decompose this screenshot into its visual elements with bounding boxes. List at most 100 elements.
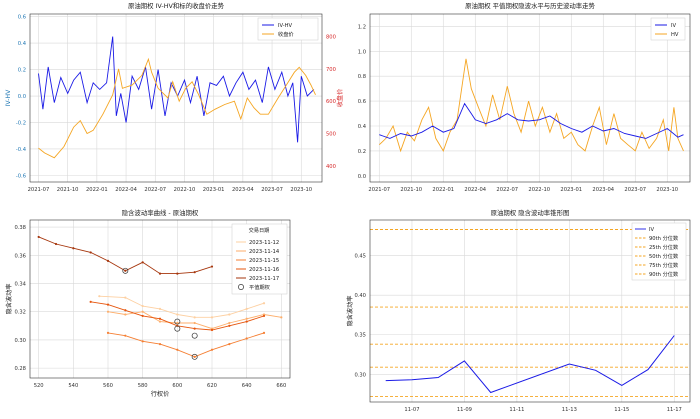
legend-label: 收盘价 xyxy=(278,30,294,38)
x-tick-label: 11-09 xyxy=(457,407,472,413)
x-tick-label: 2021-10 xyxy=(400,187,422,193)
y-tick-label: 0.34 xyxy=(14,281,26,287)
smile-point xyxy=(141,304,144,308)
smile-point xyxy=(193,355,196,358)
legend-title: 交易日期 xyxy=(249,226,270,234)
x-tick-label: 2023-01 xyxy=(560,187,582,193)
panel-2-iv-hv-levels: 原油期权 平值期权隐波水平与历史波动率走势 0.0 0.2 0.4 0.6 0.8 1.0 1… xyxy=(358,1,691,193)
x-tick-label: 2023-10 xyxy=(656,187,678,193)
y-axis-label: 隐含波动率 xyxy=(346,296,354,327)
smile-point xyxy=(98,295,101,298)
y-tick-label: 0.45 xyxy=(354,254,366,260)
panel-4-cone: 原油期权 隐含波动率锥形图 0.30 0.35 0.40 0.45 11-07 11-09 1… xyxy=(346,208,691,413)
smile-point xyxy=(124,334,127,337)
smile-line-3 xyxy=(107,332,265,358)
x-tick-label: 2022-04 xyxy=(115,187,137,193)
x-tick-label: 2023-04 xyxy=(232,187,254,193)
smile-point xyxy=(141,310,144,313)
y-tick-label: 0.30 xyxy=(14,338,26,344)
y-tick-label: -0.6 xyxy=(16,173,26,179)
y-tick-label: 0.8 xyxy=(358,74,366,80)
smile-point xyxy=(228,324,231,327)
plot-frame xyxy=(369,13,691,183)
legend-label: 2023-11-12 xyxy=(249,240,279,246)
x-axis-label: 行权价 xyxy=(151,390,170,398)
x-tick-label: 620 xyxy=(207,383,217,389)
smile-point xyxy=(262,302,266,305)
y2-tick-label: 600 xyxy=(326,99,336,105)
x-tick-label: 600 xyxy=(172,383,182,389)
smile-point xyxy=(228,321,231,325)
series-line-iv xyxy=(379,102,684,139)
legend-label: IV xyxy=(649,227,655,233)
x-tick-label: 2023-07 xyxy=(624,187,646,193)
y-tick-label: 0.30 xyxy=(354,372,366,378)
x-tick-label: 2023-01 xyxy=(203,187,225,193)
smile-point xyxy=(37,235,40,239)
smile-point xyxy=(106,331,110,334)
y-tick-label: 0.6 xyxy=(18,15,26,21)
x-tick-label: 2021-07 xyxy=(368,187,390,193)
legend-label: IV xyxy=(671,23,677,29)
chart-title: 隐含波动率曲线 - 原油期权 xyxy=(122,208,199,217)
panel-1-iv-hv: 原油期权 IV-HV和标的收盘价走势 -0.6 -0.4 -0.2 0.0 0.2 0.4 0… xyxy=(5,1,344,193)
panel-3-smile: 隐含波动率曲线 - 原油期权 0.28 0.30 0.32 0.34 0.36 0.38 52… xyxy=(5,208,291,398)
smile-point xyxy=(72,247,75,250)
x-tick-label: 2021-07 xyxy=(28,187,50,193)
atm-marker xyxy=(191,353,198,360)
smile-point xyxy=(106,303,110,306)
x-tick-label: 540 xyxy=(68,383,78,389)
legend-label: 75th 分位数 xyxy=(649,261,679,269)
chart-title: 原油期权 IV-HV和标的收盘价走势 xyxy=(128,1,225,10)
x-tick-label: 2022-07 xyxy=(144,187,166,193)
y-tick-label: 0.40 xyxy=(354,293,366,299)
y-tick-label: -0.2 xyxy=(16,120,26,126)
x-tick-label: 520 xyxy=(34,383,44,389)
smile-point xyxy=(193,316,196,319)
legend-label: HV xyxy=(671,32,679,38)
y2-tick-label: 400 xyxy=(326,164,336,170)
smile-point xyxy=(158,307,162,310)
smile-point xyxy=(262,331,266,334)
series-line-iv xyxy=(385,335,675,394)
x-tick-label: 2023-07 xyxy=(261,187,283,193)
x-tick-label: 2021-10 xyxy=(57,187,79,193)
x-tick-label: 2022-07 xyxy=(496,187,518,193)
y2-axis-label: 收盘价 xyxy=(336,89,344,108)
y-tick-label: 0.6 xyxy=(358,99,366,105)
x-tick-label: 2023-04 xyxy=(592,187,614,193)
smile-point xyxy=(262,314,266,318)
smile-point xyxy=(228,313,231,316)
y-tick-label: 0.36 xyxy=(14,253,26,259)
x-tick-label: 11-15 xyxy=(614,407,629,413)
smile-point xyxy=(141,340,144,343)
y-tick-label: 0.35 xyxy=(354,333,366,339)
smile-point xyxy=(210,316,214,319)
smile-point xyxy=(54,242,58,246)
smile-point xyxy=(89,300,92,303)
x-tick-label: 580 xyxy=(138,383,148,389)
y-axis-label: IV-HV xyxy=(5,89,12,107)
plot-frame xyxy=(29,13,323,183)
series-line-hv xyxy=(378,58,684,153)
smile-point xyxy=(245,307,248,310)
smile-point xyxy=(193,271,196,274)
smile-point xyxy=(158,343,162,346)
smile-point xyxy=(158,272,162,275)
legend-label: 90th 分位数 xyxy=(649,234,679,242)
smile-point xyxy=(176,321,179,325)
smile-point xyxy=(210,328,214,332)
series-line-2 xyxy=(38,57,316,159)
y-tick-label: 0.32 xyxy=(14,310,26,316)
smile-point xyxy=(124,296,127,299)
series-line-1 xyxy=(38,36,315,143)
x-tick-label: 2022-10 xyxy=(174,187,196,193)
legend-swatch xyxy=(238,284,244,290)
smile-point xyxy=(280,316,283,319)
legend-label: 2023-11-16 xyxy=(249,267,279,273)
x-tick-label: 660 xyxy=(276,383,286,389)
smile-point xyxy=(124,313,127,316)
x-tick-label: 11-11 xyxy=(509,407,524,413)
x-tick-label: 2022-10 xyxy=(528,187,550,193)
